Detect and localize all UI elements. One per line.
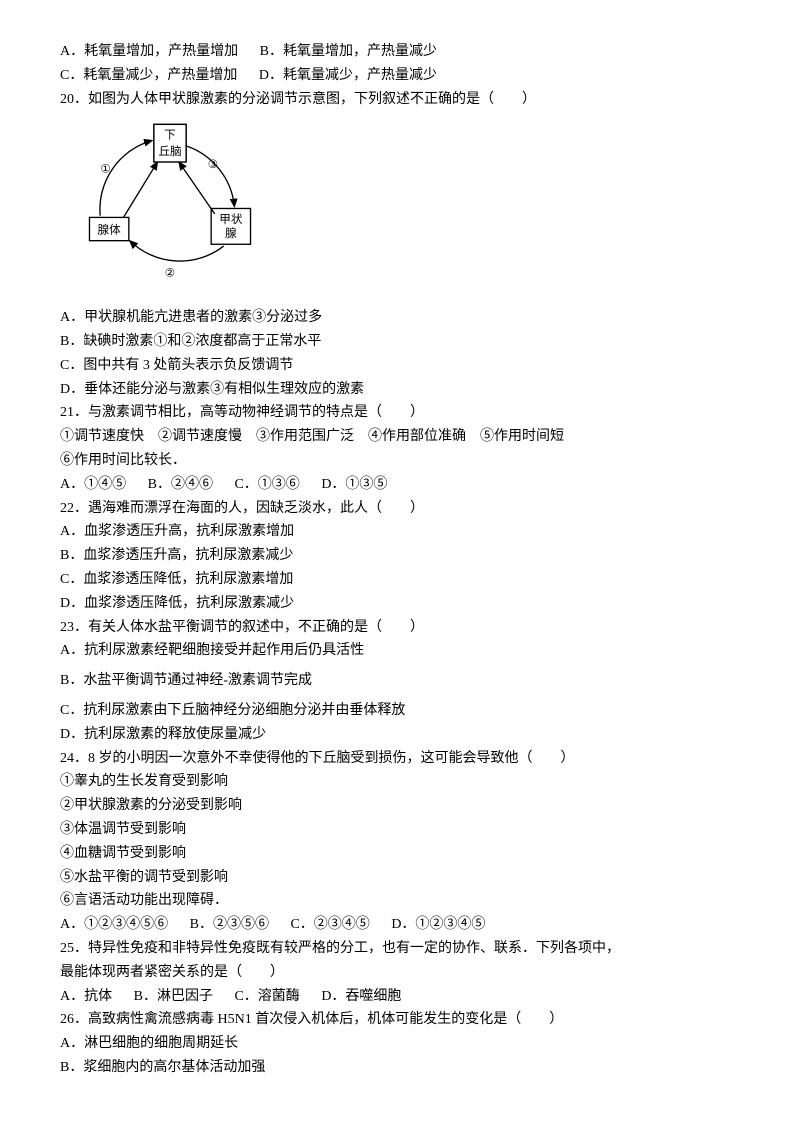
q24-choice-c: C．②③④⑤ — [290, 917, 369, 932]
q26-choice-a: A．淋巴细胞的细胞周期延长 — [60, 1032, 740, 1056]
q19-choice-a: A．耗氧量增加，产热量增加 — [60, 44, 238, 59]
q22-choice-c: C．血浆渗透压降低，抗利尿激素增加 — [60, 568, 740, 592]
q25-choice-a: A．抗体 — [60, 989, 112, 1004]
diagram-num-1: ① — [100, 163, 110, 176]
q24-choices: A．①②③④⑤⑥ B．②③⑤⑥ C．②③④⑤ D．①②③④⑤ — [60, 913, 740, 937]
q24-choice-a: A．①②③④⑤⑥ — [60, 917, 168, 932]
q19-choices-row2: C．耗氧量减少，产热量增加 D．耗氧量减少，产热量减少 — [60, 64, 740, 88]
diagram-num-2: ② — [165, 267, 175, 280]
q26-stem: 26．高致病性禽流感病毒 H5N1 首次侵入机体后，机体可能发生的变化是（ ） — [60, 1008, 740, 1032]
q19-choice-d: D．耗氧量减少，产热量减少 — [259, 68, 437, 83]
svg-text:丘脑: 丘脑 — [158, 144, 181, 158]
q23-stem: 23．有关人体水盐平衡调节的叙述中，不正确的是（ ） — [60, 616, 740, 640]
q25-choice-b: B．淋巴因子 — [134, 989, 213, 1004]
q24-choice-d: D．①②③④⑤ — [391, 917, 485, 932]
q21-choices: A．①④⑤ B．②④⑥ C．①③⑥ D．①③⑤ — [60, 473, 740, 497]
diagram-right-text-1: 甲状 — [219, 212, 243, 226]
svg-text:下: 下 — [164, 129, 176, 142]
q23-choice-c: C．抗利尿激素由下丘脑神经分泌细胞分泌并由垂体释放 — [60, 699, 740, 723]
q19-choices-row1: A．耗氧量增加，产热量增加 B．耗氧量增加，产热量减少 — [60, 40, 740, 64]
q20-choice-b: B．缺碘时激素①和②浓度都高于正常水平 — [60, 330, 740, 354]
q25-choices: A．抗体 B．淋巴因子 C．溶菌酶 D．吞噬细胞 — [60, 985, 740, 1009]
diagram-right-text-2: 腺 — [225, 226, 237, 240]
q25-choice-c: C．溶菌酶 — [234, 989, 299, 1004]
diagram-left-text: 腺体 — [98, 223, 122, 237]
q26-choice-b: B．浆细胞内的高尔基体活动加强 — [60, 1056, 740, 1080]
q21-items: ①调节速度快 ②调节速度慢 ③作用范围广泛 ④作用部位准确 ⑤作用时间短 — [60, 425, 740, 449]
q21-choice-d: D．①③⑤ — [321, 477, 387, 492]
q25-choice-d: D．吞噬细胞 — [321, 989, 401, 1004]
diagram-num-3: ③ — [208, 159, 218, 172]
q20-choice-c: C．图中共有 3 处箭头表示负反馈调节 — [60, 354, 740, 378]
q21-stem: 21．与激素调节相比，高等动物神经调节的特点是（ ） — [60, 401, 740, 425]
q20-diagram: 下 丘脑 腺体 甲状 腺 ③ ② ① 下 丘脑 — [80, 119, 260, 289]
q21-items2: ⑥作用时间比较长． — [60, 449, 740, 473]
q25-stem-1: 25．特异性免疫和非特异性免疫既有较严格的分工，也有一定的协作、联系．下列各项中… — [60, 937, 740, 961]
q22-choice-a: A．血浆渗透压升高，抗利尿激素增加 — [60, 520, 740, 544]
q24-stem: 24．8 岁的小明因一次意外不幸使得他的下丘脑受到损伤，这可能会导致他（ ） — [60, 747, 740, 771]
q22-stem: 22．遇海难而漂浮在海面的人，因缺乏淡水，此人（ ） — [60, 497, 740, 521]
q24-item-2: ②甲状腺激素的分泌受到影响 — [60, 794, 740, 818]
q19-choice-c: C．耗氧量减少，产热量增加 — [60, 68, 237, 83]
q23-choice-b: B．水盐平衡调节通过神经-激素调节完成 — [60, 669, 740, 693]
q24-choice-b: B．②③⑤⑥ — [190, 917, 269, 932]
q21-choice-a: A．①④⑤ — [60, 477, 126, 492]
q24-item-6: ⑥言语活动功能出现障碍． — [60, 889, 740, 913]
q22-choice-d: D．血浆渗透压降低，抗利尿激素减少 — [60, 592, 740, 616]
q23-choice-a: A．抗利尿激素经靶细胞接受并起作用后仍具活性 — [60, 639, 740, 663]
q25-stem-2: 最能体现两者紧密关系的是（ ） — [60, 961, 740, 985]
q20-stem: 20．如图为人体甲状腺激素的分泌调节示意图，下列叙述不正确的是（ ） — [60, 88, 740, 112]
q21-choice-b: B．②④⑥ — [148, 477, 213, 492]
q20-choice-a: A．甲状腺机能亢进患者的激素③分泌过多 — [60, 306, 740, 330]
q20-choice-d: D．垂体还能分泌与激素③有相似生理效应的激素 — [60, 378, 740, 402]
q19-choice-b: B．耗氧量增加，产热量减少 — [260, 44, 437, 59]
q24-item-1: ①睾丸的生长发育受到影响 — [60, 770, 740, 794]
q22-choice-b: B．血浆渗透压升高，抗利尿激素减少 — [60, 544, 740, 568]
q24-item-5: ⑤水盐平衡的调节受到影响 — [60, 866, 740, 890]
q21-choice-c: C．①③⑥ — [234, 477, 299, 492]
q24-item-3: ③体温调节受到影响 — [60, 818, 740, 842]
q23-choice-d: D．抗利尿激素的释放使尿量减少 — [60, 723, 740, 747]
q24-item-4: ④血糖调节受到影响 — [60, 842, 740, 866]
